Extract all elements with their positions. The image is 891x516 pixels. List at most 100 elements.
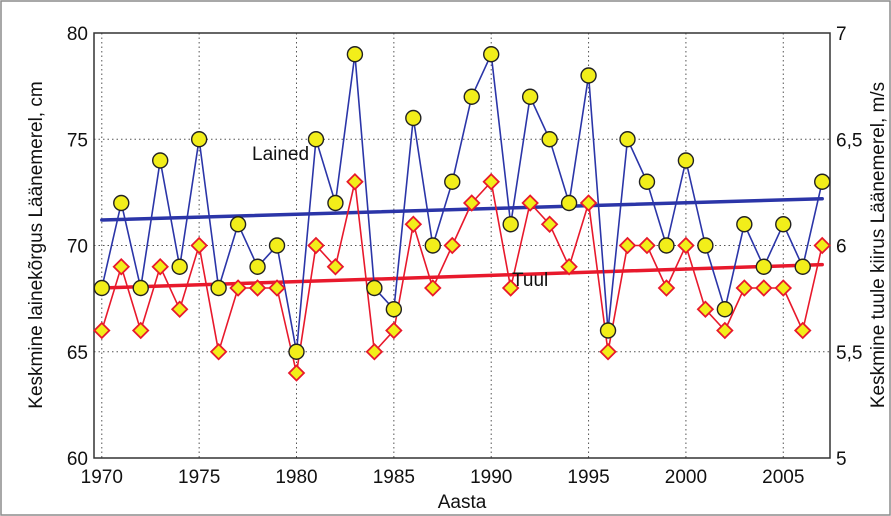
data-point-lained xyxy=(697,237,714,254)
data-point-tuul xyxy=(501,279,520,297)
data-point-lained xyxy=(775,216,792,233)
data-point-tuul xyxy=(540,215,559,234)
data-point-lained xyxy=(814,173,831,190)
data-point-lained xyxy=(541,131,558,148)
data-point-lained xyxy=(366,279,383,297)
data-point-lained xyxy=(502,216,519,233)
data-point-lained xyxy=(560,194,578,212)
x-tick-label: 1995 xyxy=(567,467,609,488)
y2-tick-label: 7 xyxy=(836,24,847,45)
data-point-lained xyxy=(736,216,753,233)
x-tick-label: 2000 xyxy=(665,467,707,488)
data-point-tuul xyxy=(190,236,208,255)
data-point-lained xyxy=(483,46,500,63)
data-point-lained xyxy=(268,237,286,254)
annotation-lained: Lained xyxy=(252,144,309,165)
data-point-tuul xyxy=(618,236,637,255)
data-point-lained xyxy=(755,258,772,275)
data-point-tuul xyxy=(404,215,423,234)
data-point-lained xyxy=(229,216,247,233)
data-point-tuul xyxy=(793,321,812,340)
data-point-tuul xyxy=(638,236,656,255)
x-tick-label: 1980 xyxy=(275,467,317,488)
data-point-lained xyxy=(463,88,480,105)
data-point-lained xyxy=(405,109,422,127)
data-point-tuul xyxy=(248,279,267,297)
data-point-tuul xyxy=(385,321,403,340)
series-line-lained xyxy=(101,53,823,353)
data-point-tuul xyxy=(696,300,715,319)
data-point-tuul xyxy=(112,257,131,276)
data-point-tuul xyxy=(268,279,286,297)
data-point-lained xyxy=(794,258,811,275)
x-tick-label: 1990 xyxy=(470,467,512,488)
y-tick-label: 65 xyxy=(67,343,88,364)
data-point-tuul xyxy=(560,257,578,276)
x-tick-labels: 1970 1975 1980 1985 1990 1995 2000 2005 xyxy=(81,467,805,488)
data-point-lained xyxy=(385,301,403,318)
data-point-tuul xyxy=(813,236,831,255)
series-markers xyxy=(93,46,831,382)
data-point-lained xyxy=(288,343,305,360)
x-tick-label: 2005 xyxy=(762,467,804,488)
trend-line-lained xyxy=(100,197,824,222)
data-point-tuul xyxy=(599,342,617,361)
data-point-tuul xyxy=(755,279,773,297)
data-point-tuul xyxy=(93,321,111,340)
data-point-tuul xyxy=(170,300,189,319)
data-point-tuul xyxy=(424,279,442,297)
data-point-tuul xyxy=(307,236,325,255)
y2-tick-label: 5,5 xyxy=(836,343,862,364)
data-point-lained xyxy=(521,88,539,105)
data-point-tuul xyxy=(677,236,695,255)
data-point-lained xyxy=(171,258,188,275)
series-line-tuul xyxy=(101,181,823,374)
data-point-lained xyxy=(619,131,636,148)
x-axis-label: Aasta xyxy=(438,492,487,513)
data-point-lained xyxy=(580,67,597,84)
data-point-lained xyxy=(444,173,461,190)
y2-axis-label: Keskmine tuule kiirus Läänemerel, m/s xyxy=(868,82,889,408)
y2-tick-label: 6 xyxy=(836,237,847,258)
data-point-tuul xyxy=(521,194,539,212)
data-point-lained xyxy=(327,194,344,212)
data-point-tuul xyxy=(462,194,481,212)
data-point-lained xyxy=(307,131,325,148)
data-point-lained xyxy=(132,279,149,297)
data-point-tuul xyxy=(579,194,598,212)
data-point-tuul xyxy=(151,257,169,276)
data-point-lained xyxy=(346,46,364,63)
x-tick-label: 1970 xyxy=(81,467,123,488)
y2-tick-label: 6,5 xyxy=(836,130,862,151)
data-point-tuul xyxy=(735,279,754,297)
data-point-lained xyxy=(638,173,656,190)
data-point-tuul xyxy=(326,257,345,276)
y-tick-label: 75 xyxy=(67,130,88,151)
data-point-tuul xyxy=(131,321,150,340)
y-tick-label: 60 xyxy=(67,449,88,470)
data-point-tuul xyxy=(482,172,500,191)
y-tick-label: 70 xyxy=(67,237,88,258)
data-point-tuul xyxy=(716,321,734,340)
data-point-lained xyxy=(152,152,169,169)
data-point-tuul xyxy=(229,279,247,297)
data-point-tuul xyxy=(657,279,676,297)
y-tick-label: 80 xyxy=(67,24,88,45)
data-point-tuul xyxy=(443,236,462,255)
data-point-tuul xyxy=(209,342,228,361)
data-point-lained xyxy=(716,301,734,318)
data-point-tuul xyxy=(365,342,384,361)
data-point-lained xyxy=(677,152,695,169)
data-point-lained xyxy=(658,237,675,254)
y-tick-labels: 60 65 70 75 80 xyxy=(67,24,88,470)
data-point-tuul xyxy=(346,172,364,191)
y2-tick-labels: 5 5,5 6 6,5 7 xyxy=(836,24,862,470)
data-point-lained xyxy=(190,131,208,148)
annotation-tuul: Tuul xyxy=(512,270,548,291)
data-point-lained xyxy=(113,194,130,212)
data-point-tuul xyxy=(774,279,793,297)
data-point-lained xyxy=(249,258,266,275)
data-point-lained xyxy=(599,322,617,339)
